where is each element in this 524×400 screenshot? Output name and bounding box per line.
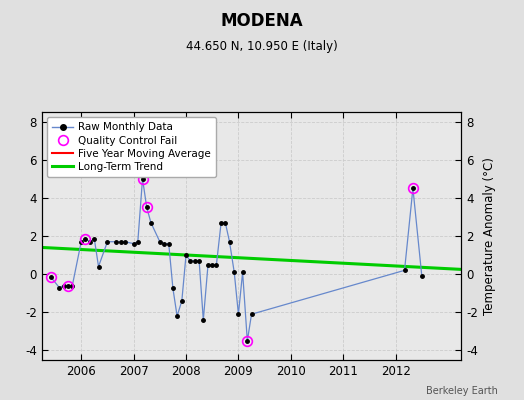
Text: 44.650 N, 10.950 E (Italy): 44.650 N, 10.950 E (Italy) — [186, 40, 338, 53]
Y-axis label: Temperature Anomaly (°C): Temperature Anomaly (°C) — [484, 157, 496, 315]
Text: MODENA: MODENA — [221, 12, 303, 30]
Text: Berkeley Earth: Berkeley Earth — [426, 386, 498, 396]
Legend: Raw Monthly Data, Quality Control Fail, Five Year Moving Average, Long-Term Tren: Raw Monthly Data, Quality Control Fail, … — [47, 117, 216, 177]
